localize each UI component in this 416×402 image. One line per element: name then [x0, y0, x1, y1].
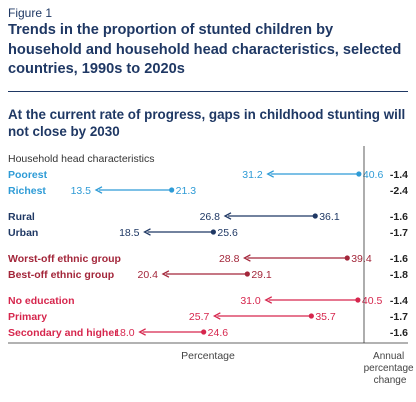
start-value-label: 21.3: [176, 185, 197, 197]
arrow-head: [94, 186, 103, 194]
annual-change-value: -1.6: [390, 211, 408, 223]
end-value-label: 31.2: [242, 169, 263, 181]
end-value-label: 18.5: [119, 227, 140, 239]
start-value-label: 39.4: [351, 253, 372, 265]
start-point: [244, 271, 250, 277]
arrow-head: [212, 312, 221, 320]
start-point: [308, 313, 314, 319]
end-value-label: 18.0: [114, 327, 135, 339]
annual-change-value: -1.4: [390, 295, 408, 307]
figure-label: Figure 1: [8, 6, 53, 20]
annual-change-value: -1.7: [390, 227, 408, 239]
x-axis-label: Percentage: [181, 350, 235, 362]
row-label: Primary: [8, 311, 47, 323]
row-label: Worst-off ethnic group: [8, 253, 121, 265]
start-value-label: 40.6: [363, 169, 384, 181]
title-rule: [8, 91, 408, 92]
annual-change-value: -1.4: [390, 169, 408, 181]
start-point: [210, 229, 216, 235]
annual-change-value: -1.6: [390, 253, 408, 265]
arrow-head: [161, 270, 170, 278]
row-label: Rural: [8, 211, 35, 223]
chart-subtitle: At the current rate of progress, gaps in…: [8, 107, 406, 139]
start-point: [355, 297, 361, 303]
annual-change-value: -1.6: [390, 327, 408, 339]
start-value-label: 35.7: [315, 311, 336, 323]
chart-rows: Poorest 40.6 31.2 -1.4 Richest 21.3 13.5 -2.4 Ru…: [8, 169, 408, 339]
annual-change-value: -1.7: [390, 311, 408, 323]
start-value-label: 36.1: [319, 211, 340, 223]
change-label-line-2: percentage: [364, 363, 414, 374]
section-label: Household head characteristics: [8, 153, 155, 165]
end-value-label: 20.4: [137, 269, 158, 281]
start-point: [201, 329, 207, 335]
row-label: Urban: [8, 227, 38, 239]
start-value-label: 25.6: [217, 227, 238, 239]
start-value-label: 29.1: [251, 269, 272, 281]
start-point: [312, 213, 318, 219]
end-value-label: 31.0: [240, 295, 261, 307]
end-value-label: 13.5: [71, 185, 92, 197]
row-label: Richest: [8, 185, 46, 197]
arrow-head: [138, 328, 146, 336]
start-point: [344, 255, 350, 261]
row-label: Poorest: [8, 169, 48, 181]
row-label: Secondary and higher: [8, 327, 118, 339]
end-value-label: 25.7: [189, 311, 210, 323]
arrow-head: [266, 170, 274, 178]
arrow-head: [264, 296, 273, 304]
arrow-head: [223, 212, 232, 220]
start-point: [169, 187, 175, 193]
start-value-label: 24.6: [208, 327, 229, 339]
arrow-head: [243, 254, 251, 262]
end-value-label: 28.8: [219, 253, 240, 265]
change-column-label: Annual percentage change: [364, 351, 416, 386]
row-label: No education: [8, 295, 75, 307]
annual-change-value: -1.8: [390, 269, 408, 281]
start-point: [356, 171, 362, 177]
start-value-label: 40.5: [362, 295, 383, 307]
chart-title: Trends in the proportion of stunted chil…: [8, 22, 402, 77]
change-label-line-1: Annual: [373, 351, 404, 362]
end-value-label: 26.8: [200, 211, 221, 223]
annual-change-value: -2.4: [390, 185, 408, 197]
row-label: Best-off ethnic group: [8, 269, 114, 281]
arrow-head: [143, 228, 151, 236]
change-label-line-3: change: [374, 375, 407, 386]
